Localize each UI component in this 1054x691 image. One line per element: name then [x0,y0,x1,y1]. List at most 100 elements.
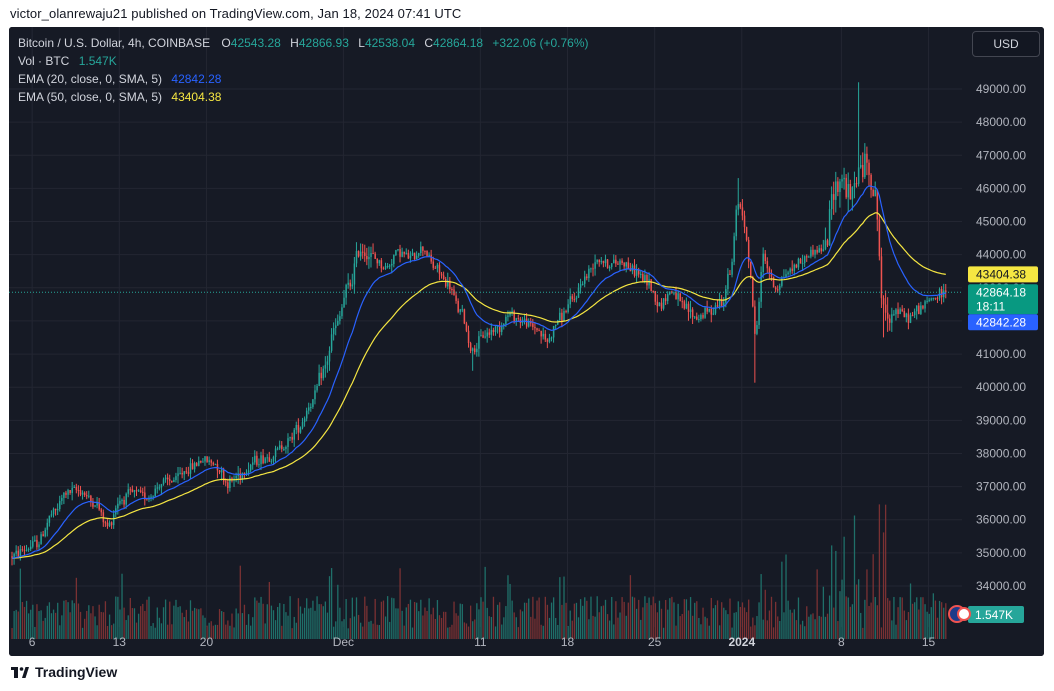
volume-bar [239,565,241,639]
candle-body [370,253,372,257]
candle-body [401,251,403,257]
volume-bar [281,625,283,639]
candle-body [191,463,194,470]
candle-body [260,455,262,465]
volume-bar [785,554,787,639]
tradingview-brand[interactable]: TradingView [11,664,117,680]
volume-bar [216,624,219,639]
candle-body [181,472,183,475]
volume-bar [835,550,837,639]
volume-bar [287,615,289,639]
candle-body [581,283,584,285]
volume-bar [397,608,399,639]
candle-body [830,194,833,210]
volume-bar [252,617,254,639]
volume-bar [911,603,914,639]
volume-bar [762,619,764,639]
ohlc-row[interactable]: Bitcoin / U.S. Dollar, 4h, COINBASE O425… [18,34,589,52]
event-badge-icon [957,607,971,621]
candle-body [816,249,818,253]
volume-bar [515,617,517,639]
candle-body [295,424,298,430]
candle-body [837,181,839,192]
volume-bar [289,596,291,639]
candle-body [548,337,551,342]
volume-bar [185,609,187,639]
y-tick-label: 45000.00 [976,215,1026,229]
ema50-legend-row[interactable]: EMA (50, close, 0, SMA, 5) 43404.38 [18,88,589,106]
volume-bar [772,627,775,639]
volume-bar [652,596,654,639]
volume-bar [447,627,449,639]
candle-body [428,254,430,257]
volume-bar [758,602,760,639]
candle-body [411,252,414,256]
volume-bar [198,609,200,639]
candle-body [463,309,466,324]
candle-body [542,333,544,337]
candle-body [723,302,725,306]
candle-body [405,252,408,254]
volume-bar [505,606,507,639]
volume-bar [133,608,136,639]
candle-body [127,489,129,494]
volume-bar [687,610,690,639]
volume-bar [615,601,617,639]
candle-body [268,457,271,462]
ema20-line [11,185,946,559]
candle-body [642,274,644,282]
candle-body [704,307,706,318]
candle-body [498,325,501,332]
volume-bar [233,627,235,639]
volume-bar [268,581,270,639]
volume-bar [872,554,874,639]
volume-bar [23,606,26,639]
volume-bar [335,621,337,639]
volume-bar [347,628,349,639]
volume-bar [77,603,80,639]
volume-bar [79,611,82,639]
candle-body [98,502,100,510]
volume-bar [345,599,347,639]
volume-bar [125,620,127,639]
volume-bar [181,612,183,639]
volume-bar [733,612,735,639]
low-value: 42538.04 [364,36,415,50]
price-chart[interactable]: 49000.00 48000.00 47000.00 46000.00 45000.00… [9,27,1044,656]
volume-bar [395,608,397,639]
candle-body [565,311,567,313]
volume-bar [708,625,710,639]
volume-bar [142,603,144,639]
candle-body [799,258,802,264]
volume-bar [38,611,40,639]
volume-bar [71,600,73,639]
volume-bar [837,621,839,639]
volume-bar [200,608,202,639]
volume-bar [310,607,312,639]
currency-button[interactable]: USD [972,31,1040,57]
candle-body [283,448,285,450]
candle-body [29,546,32,550]
volume-bar [148,596,150,639]
volume-bar [301,613,304,639]
candle-body [179,472,181,474]
volume-bar [113,623,115,639]
candle-body [484,336,486,338]
volume-bar [131,608,134,639]
candle-body [312,399,314,407]
volume-bar [779,621,781,639]
volume-bar [459,603,461,639]
ema20-legend-row[interactable]: EMA (20, close, 0, SMA, 5) 42842.28 [18,70,589,88]
symbol-label[interactable]: Bitcoin / U.S. Dollar, 4h, COINBASE [18,36,211,50]
candle-body [347,282,349,285]
ema50-line [11,212,946,559]
volume-bar [374,598,376,639]
volume-legend-row[interactable]: Vol · BTC 1.547K [18,52,589,70]
volume-bar [241,613,244,639]
candle-body [681,301,684,303]
candle-body [517,318,520,320]
candle-body [664,298,667,302]
chart-frame[interactable]: 49000.00 48000.00 47000.00 46000.00 45000.00… [9,27,1044,656]
volume-bar [256,600,258,639]
volume-bar [258,602,260,639]
